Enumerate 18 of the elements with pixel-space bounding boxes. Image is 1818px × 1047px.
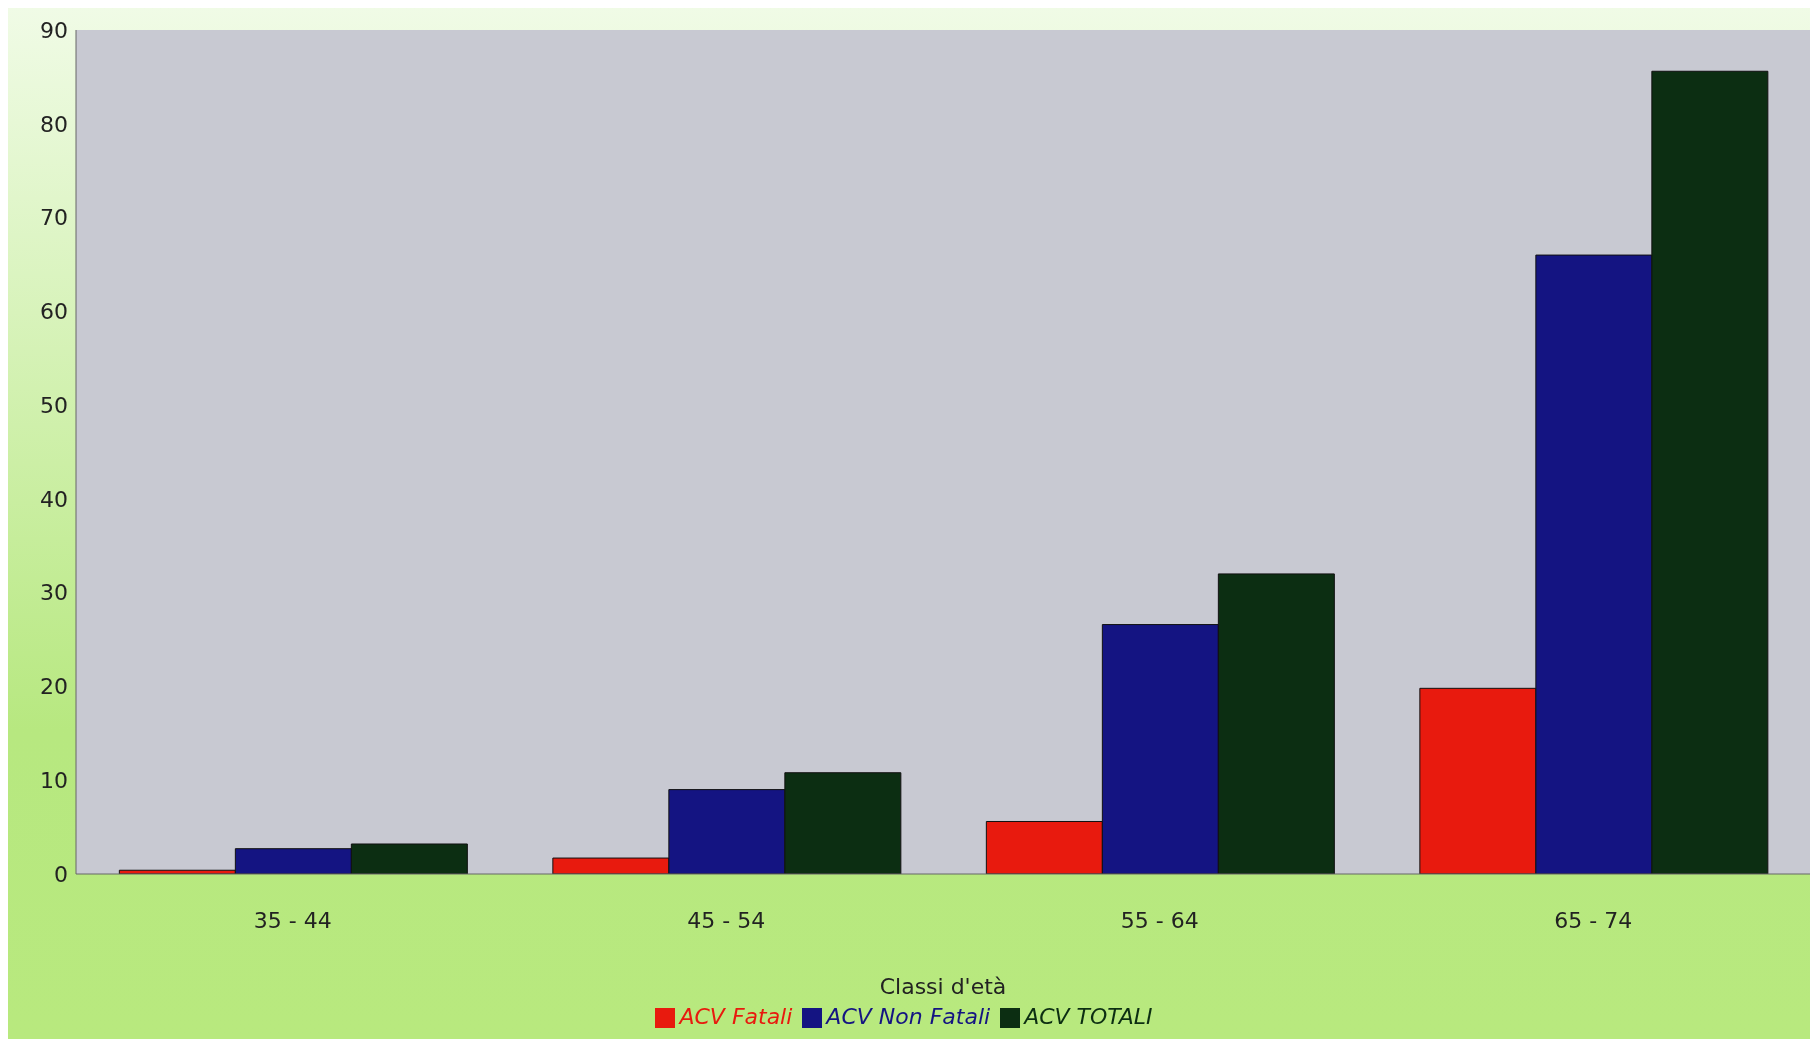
y-tick-label: 60 xyxy=(40,299,68,325)
y-tick-label: 30 xyxy=(40,580,68,606)
x-tick-label: 35 - 44 xyxy=(253,907,332,933)
y-tick-label: 90 xyxy=(40,17,68,43)
y-tick-label: 50 xyxy=(40,392,68,418)
legend-label: ACV Non Fatali xyxy=(826,1004,991,1029)
x-tick-label: 45 - 54 xyxy=(687,907,766,933)
y-tick-label: 20 xyxy=(40,674,68,700)
x-tick-label: 55 - 64 xyxy=(1120,907,1199,933)
y-tick-label: 40 xyxy=(40,486,68,512)
y-tick-label: 0 xyxy=(54,861,68,887)
y-tick-label: 80 xyxy=(40,111,68,137)
y-tick-label: 10 xyxy=(40,768,68,794)
x-axis-title: Classi d'età xyxy=(879,974,1007,999)
legend-label: ACV Fatali xyxy=(679,1004,793,1029)
x-tick-label: 65 - 74 xyxy=(1554,907,1633,933)
legend-label: ACV TOTALI xyxy=(1024,1004,1153,1029)
y-tick-label: 70 xyxy=(40,205,68,231)
